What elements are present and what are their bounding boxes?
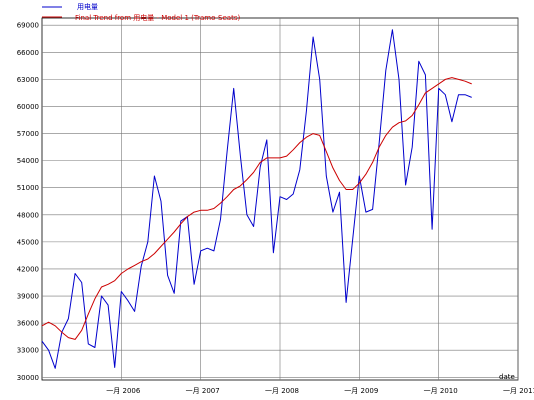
- x-axis-ticks: 一月 2006 一月 2007 一月 2008 一月 2009 一月 2010 一月 20…: [106, 387, 534, 395]
- x-tick-label: 一月 2006: [106, 387, 141, 395]
- y-tick-label: 42000: [17, 265, 39, 273]
- y-tick-label: 54000: [17, 157, 39, 165]
- y-tick-label: 57000: [17, 130, 39, 138]
- y-axis-ticks: 30000 33000 36000 39000 42000 45000 48000 51000…: [17, 22, 39, 382]
- legend-label-series-1: 用电量: [77, 2, 98, 11]
- grid-lines: [42, 18, 519, 380]
- y-tick-label: 60000: [17, 103, 39, 111]
- x-tick-label: 一月 2009: [344, 387, 378, 395]
- y-tick-label: 30000: [17, 374, 39, 382]
- x-tick-label: 一月 2011: [503, 387, 534, 395]
- series-group: [41, 29, 472, 369]
- x-axis-label: date: [499, 373, 515, 381]
- legend: 用电量 Final Trend from 用电量 - Model 1 (Tram…: [42, 2, 240, 22]
- y-tick-label: 51000: [17, 184, 39, 192]
- y-tick-label: 39000: [17, 293, 39, 301]
- x-tick-label: 一月 2008: [265, 387, 299, 395]
- legend-label-series-2: Final Trend from 用电量 - Model 1 (Tramo-Se…: [75, 13, 240, 22]
- y-tick-label: 69000: [17, 22, 39, 30]
- y-tick-label: 36000: [17, 320, 39, 328]
- y-tick-label: 63000: [17, 76, 39, 84]
- x-tick-label: 一月 2010: [424, 387, 458, 395]
- y-tick-label: 33000: [17, 347, 39, 355]
- y-tick-label: 45000: [17, 238, 39, 246]
- y-tick-label: 66000: [17, 49, 39, 57]
- y-tick-label: 48000: [17, 211, 39, 219]
- series-line-1: [41, 29, 472, 369]
- x-tick-label: 一月 2007: [186, 387, 220, 395]
- series-line-2: [41, 77, 472, 340]
